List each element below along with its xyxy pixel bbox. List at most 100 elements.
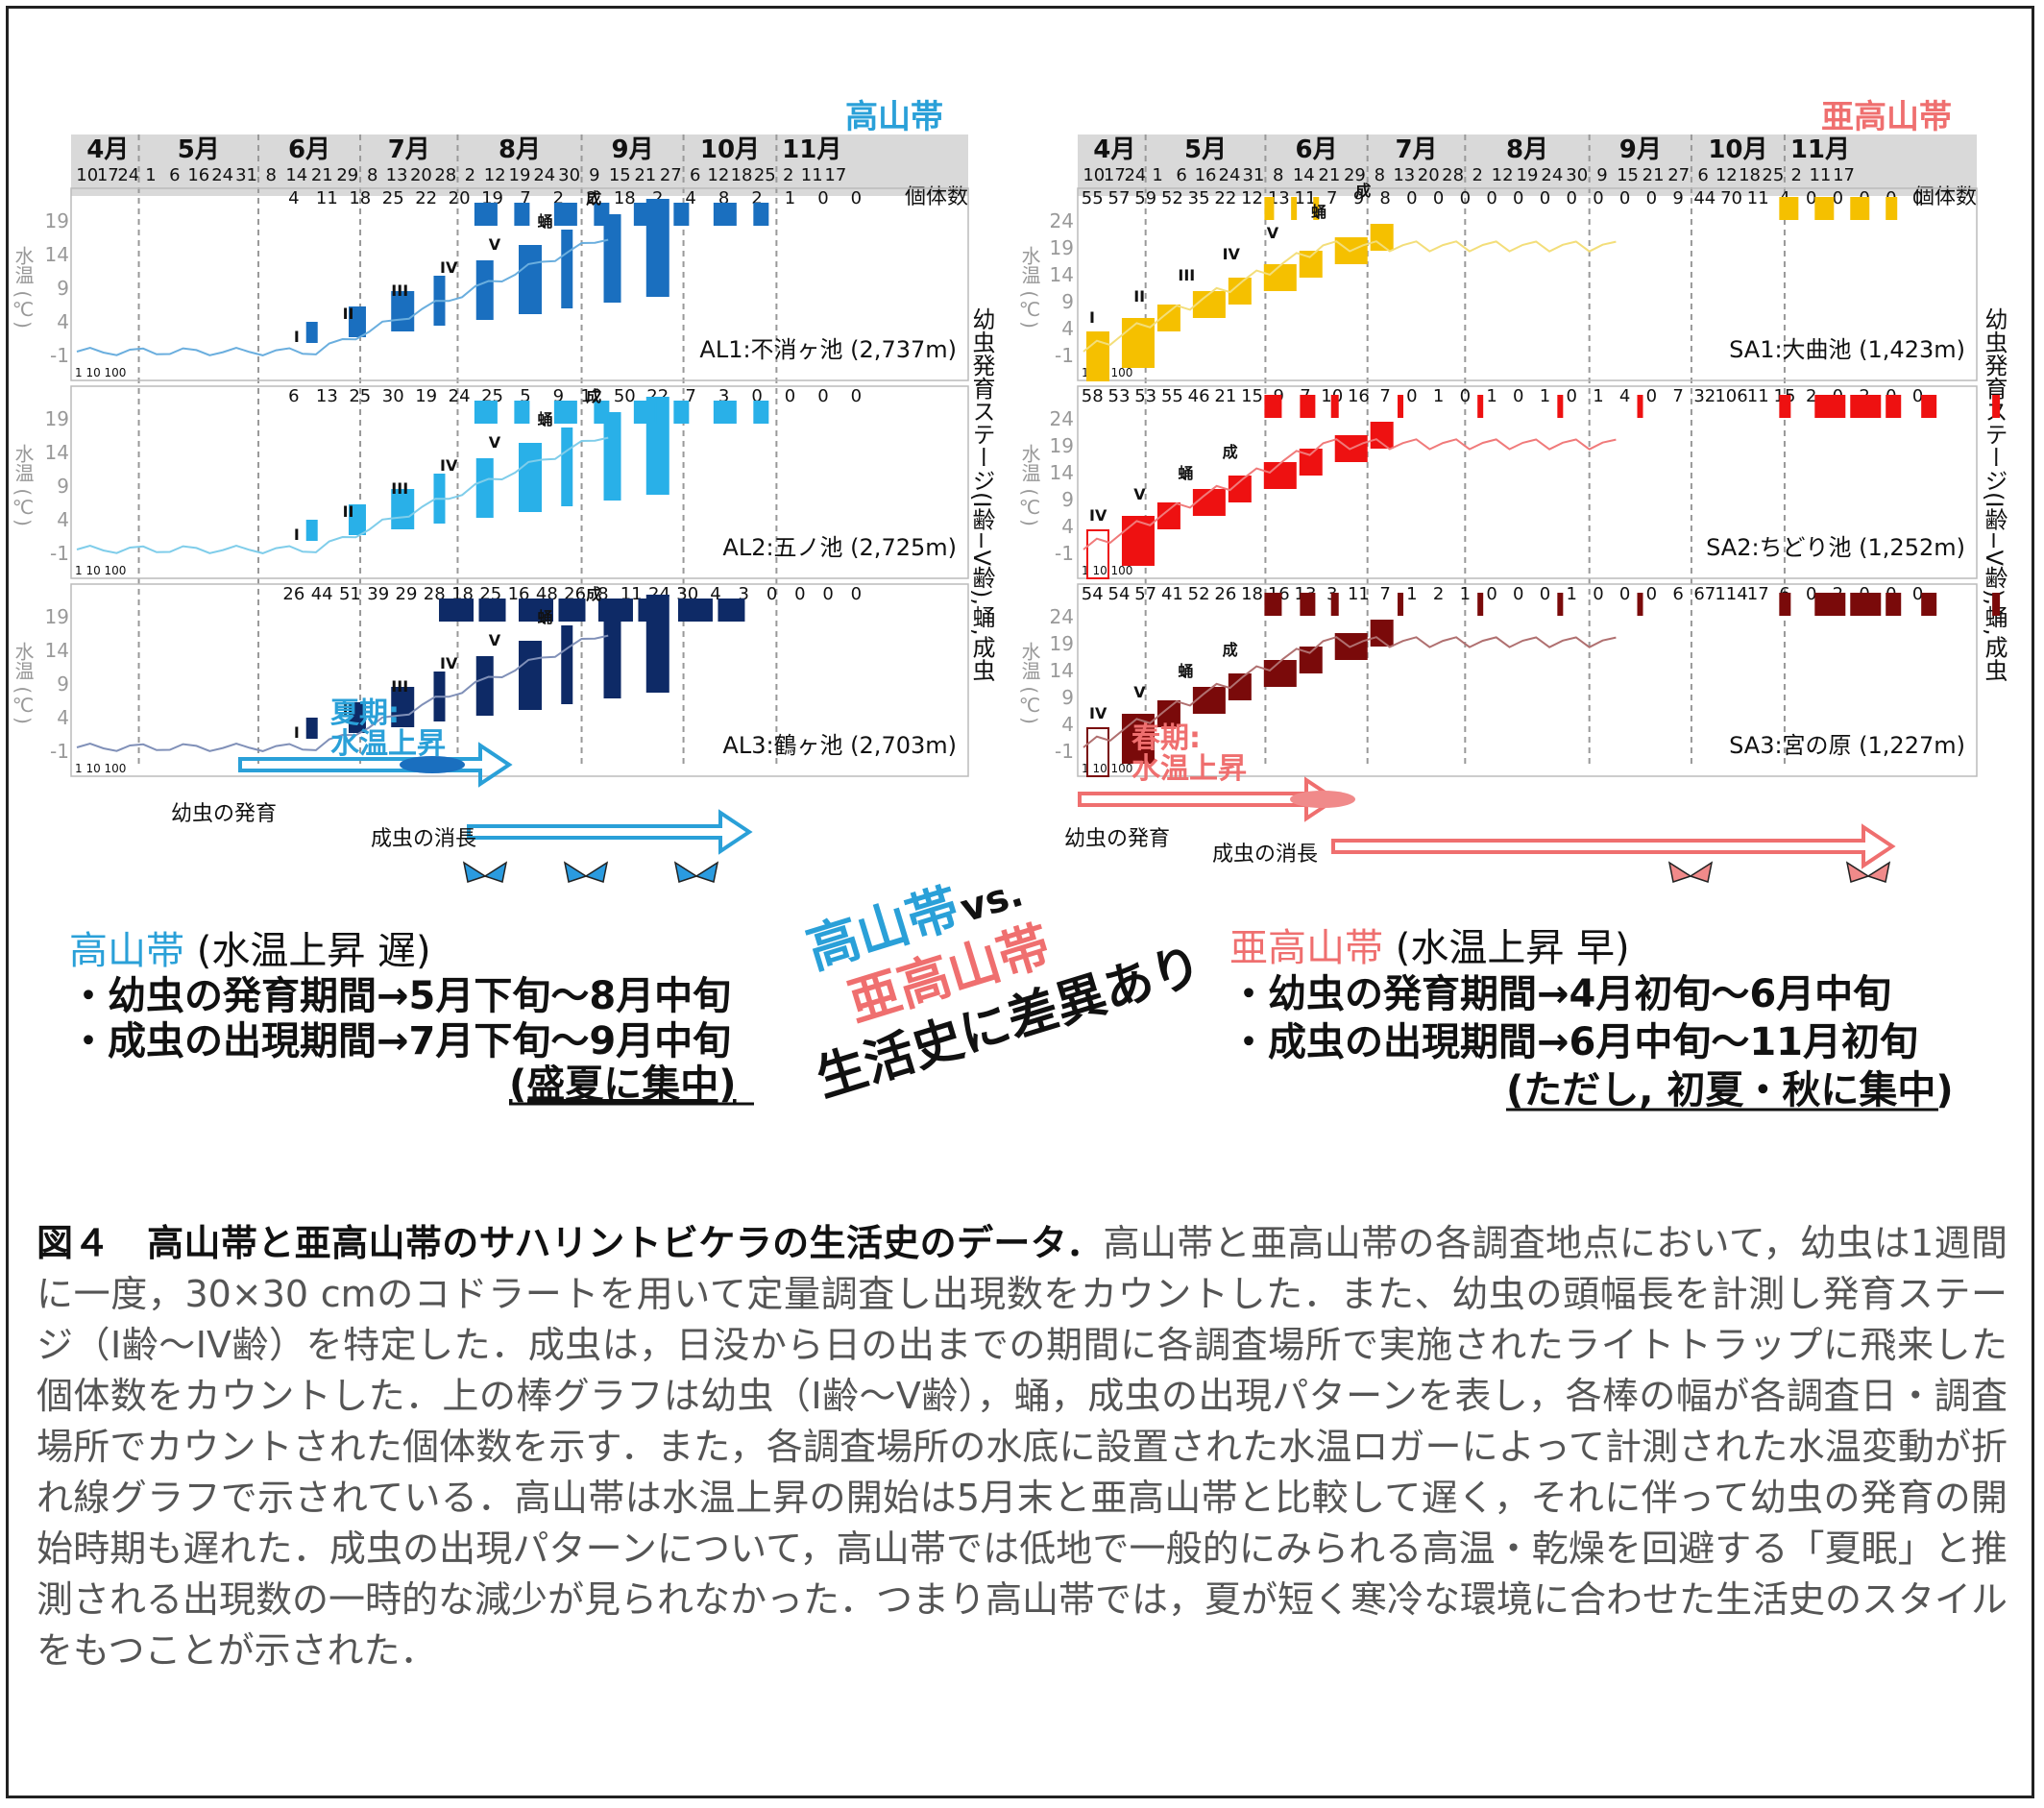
water-temperature-line bbox=[76, 634, 609, 752]
y-tick: -1 bbox=[1055, 740, 1074, 763]
y-tick: 9 bbox=[1061, 686, 1074, 709]
panel-frame bbox=[70, 187, 969, 381]
y-tick: 19 bbox=[45, 605, 69, 628]
stage-label: IV bbox=[440, 258, 458, 277]
stage-label: 蛹 bbox=[1178, 662, 1193, 680]
count-value: 11 bbox=[1747, 386, 1769, 406]
day-label: 12 bbox=[707, 165, 729, 185]
count-value: 0 bbox=[1806, 584, 1816, 604]
count-value: 0 bbox=[785, 386, 795, 406]
stage-bar bbox=[1814, 593, 1846, 616]
adult-label: 成虫の消長 bbox=[371, 827, 476, 851]
stage-bar bbox=[1300, 593, 1316, 616]
stage-bar bbox=[1264, 395, 1282, 418]
count-value: 18 bbox=[349, 188, 371, 208]
count-value: 4 bbox=[288, 188, 299, 208]
panel-sa2: 5853535546211597101670101010140732106111… bbox=[1018, 385, 2001, 579]
stage-bar bbox=[558, 599, 586, 622]
day-label: 31 bbox=[235, 165, 257, 185]
day-label: 1 bbox=[1152, 165, 1162, 185]
day-label: 19 bbox=[1517, 165, 1539, 185]
count-value: 0 bbox=[1566, 386, 1576, 406]
day-label: 2 bbox=[1472, 165, 1483, 185]
month-label: 5月 bbox=[1184, 135, 1227, 164]
day-label: 2 bbox=[783, 165, 793, 185]
stage-label: 蛹 bbox=[537, 212, 552, 231]
stage-bar bbox=[478, 599, 506, 622]
stage-label: IV bbox=[1089, 506, 1107, 525]
count-value: 0 bbox=[1460, 386, 1471, 406]
count-value: 0 bbox=[766, 584, 777, 604]
moth-icon bbox=[1667, 861, 1714, 883]
y-tick: -1 bbox=[1055, 542, 1074, 565]
count-value: 7 bbox=[1379, 386, 1390, 406]
day-label: 9 bbox=[1596, 165, 1607, 185]
water-temperature-line bbox=[1083, 438, 1617, 550]
count-value: 7 bbox=[1379, 584, 1390, 604]
day-label: 11 bbox=[1809, 165, 1831, 185]
day-label: 28 bbox=[1442, 165, 1464, 185]
count-value: 6 bbox=[288, 386, 299, 406]
moth-wing bbox=[1845, 861, 1891, 883]
panel-frame bbox=[70, 583, 969, 777]
y-tick: 19 bbox=[45, 209, 69, 232]
count-value: 19 bbox=[415, 386, 437, 406]
panel-sa1: 5557595235221213117980000000000944701140… bbox=[1018, 182, 1978, 381]
stage-bar bbox=[475, 260, 494, 320]
count-value: 67 bbox=[1693, 584, 1716, 604]
count-value: 0 bbox=[1912, 188, 1923, 208]
count-value: 0 bbox=[1646, 584, 1657, 604]
summary-subalpine: 亜高山帯 (水温上昇 早) ・幼虫の発育期間→4月初旬〜6月中旬 ・成虫の出現期… bbox=[1229, 926, 1954, 1112]
side-label: 幼虫発育ステージ(I齢−V齢),蛹,成虫 bbox=[1981, 307, 2008, 682]
count-value: 55 bbox=[1161, 386, 1183, 406]
y-tick: -1 bbox=[50, 740, 69, 763]
stage-bar bbox=[633, 203, 657, 226]
count-value: 8 bbox=[1379, 188, 1390, 208]
count-value: 29 bbox=[396, 584, 418, 604]
count-value: 0 bbox=[1513, 386, 1523, 406]
stage-bar bbox=[305, 718, 318, 739]
count-value: 11 bbox=[1747, 188, 1769, 208]
count-value: 55 bbox=[1082, 188, 1104, 208]
stage-bar bbox=[677, 599, 713, 622]
count-value: 53 bbox=[1134, 386, 1156, 406]
stage-bar bbox=[1850, 197, 1870, 220]
stage-bar bbox=[1263, 660, 1297, 687]
summary-alpine-line2: ・成虫の出現期間→7月下旬〜9月中旬 bbox=[69, 1019, 731, 1063]
season-label-line: 水温上昇 bbox=[1132, 752, 1247, 786]
count-value: 0 bbox=[1912, 584, 1923, 604]
day-label: 19 bbox=[509, 165, 531, 185]
day-label: 18 bbox=[1739, 165, 1761, 185]
water-temperature-line bbox=[1083, 636, 1617, 748]
count-value: 7 bbox=[1672, 386, 1683, 406]
count-value: 15 bbox=[1241, 386, 1263, 406]
y-tick: 4 bbox=[1061, 713, 1074, 736]
stage-bar bbox=[753, 401, 769, 424]
count-value: 44 bbox=[1693, 188, 1716, 208]
stage-bar bbox=[673, 401, 690, 424]
count-value: 0 bbox=[1912, 386, 1923, 406]
count-value: 20 bbox=[449, 188, 471, 208]
y-tick: 14 bbox=[45, 639, 69, 662]
stage-label: V bbox=[1133, 485, 1146, 503]
stage-label: I bbox=[294, 328, 300, 346]
panel-al3: 26 44 51 39 29 28 18 25 16 48 26 8 11 24 30 4 3 0 0 0 019149… bbox=[12, 583, 969, 777]
stage-bar bbox=[1992, 593, 2001, 616]
season-label-line: 水温上昇 bbox=[330, 727, 446, 761]
count-value: 13 bbox=[316, 386, 338, 406]
day-label: 17 bbox=[97, 165, 119, 185]
count-value: 4 bbox=[1619, 386, 1630, 406]
adult-label: 成虫の消長 bbox=[1212, 843, 1318, 867]
day-label: 13 bbox=[386, 165, 408, 185]
stage-bar bbox=[1086, 727, 1109, 777]
month-label: 11月 bbox=[1790, 135, 1850, 164]
day-label: 8 bbox=[266, 165, 277, 185]
day-label: 21 bbox=[634, 165, 656, 185]
stage-bar bbox=[1263, 462, 1297, 489]
y-axis-label: 水温 (℃) bbox=[12, 642, 35, 724]
summary-subalpine-note: (ただし, 初夏・秋に集中) bbox=[1506, 1068, 1954, 1112]
day-label: 29 bbox=[1344, 165, 1366, 185]
summary-alpine-zone: 高山帯 bbox=[69, 929, 184, 973]
stage-bar bbox=[475, 458, 494, 518]
